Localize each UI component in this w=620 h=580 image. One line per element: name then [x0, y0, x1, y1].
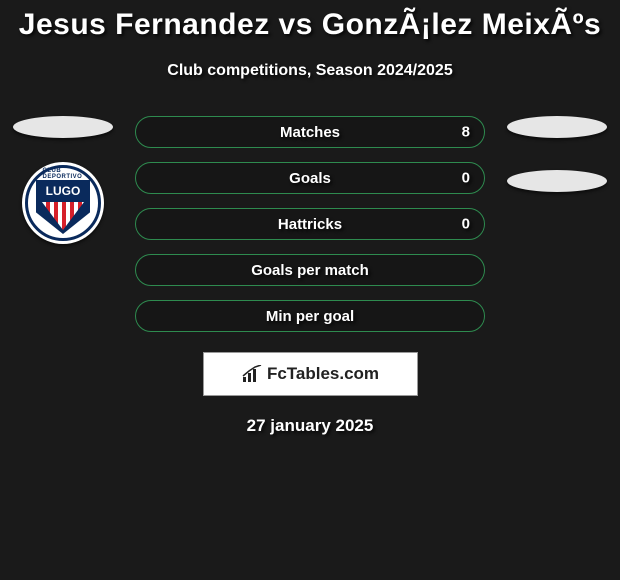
- badge-ring-text: CLUB DEPORTIVO: [43, 168, 84, 180]
- stat-row-matches: Matches 8: [135, 116, 485, 148]
- stat-label: Matches: [280, 124, 340, 141]
- stat-right-value: 0: [462, 216, 470, 233]
- page-title: Jesus Fernandez vs GonzÃ¡lez MeixÃºs: [0, 0, 620, 42]
- stat-row-min-per-goal: Min per goal: [135, 300, 485, 332]
- page-subtitle: Club competitions, Season 2024/2025: [0, 62, 620, 80]
- right-column: [502, 116, 612, 332]
- stat-row-goals-per-match: Goals per match: [135, 254, 485, 286]
- stat-row-goals: Goals 0: [135, 162, 485, 194]
- chart-icon: [241, 365, 263, 383]
- right-oval-placeholder-1: [507, 116, 607, 138]
- stat-right-value: 0: [462, 170, 470, 187]
- stat-label: Goals: [289, 170, 331, 187]
- comparison-columns: CLUB DEPORTIVO LUGO Matches 8 Goals 0 Ha…: [0, 116, 620, 332]
- left-club-badge: CLUB DEPORTIVO LUGO: [22, 162, 104, 244]
- stat-label: Goals per match: [251, 262, 369, 279]
- stat-label: Min per goal: [266, 308, 354, 325]
- badge-text: LUGO: [46, 184, 81, 198]
- stat-right-value: 8: [462, 124, 470, 141]
- watermark-text: FcTables.com: [267, 364, 379, 384]
- date-text: 27 january 2025: [0, 416, 620, 436]
- stat-label: Hattricks: [278, 216, 342, 233]
- left-oval-placeholder: [13, 116, 113, 138]
- stat-row-hattricks: Hattricks 0: [135, 208, 485, 240]
- watermark-box: FcTables.com: [203, 352, 418, 396]
- right-oval-placeholder-2: [507, 170, 607, 192]
- left-column: CLUB DEPORTIVO LUGO: [8, 116, 118, 332]
- stats-column: Matches 8 Goals 0 Hattricks 0 Goals per …: [135, 116, 485, 332]
